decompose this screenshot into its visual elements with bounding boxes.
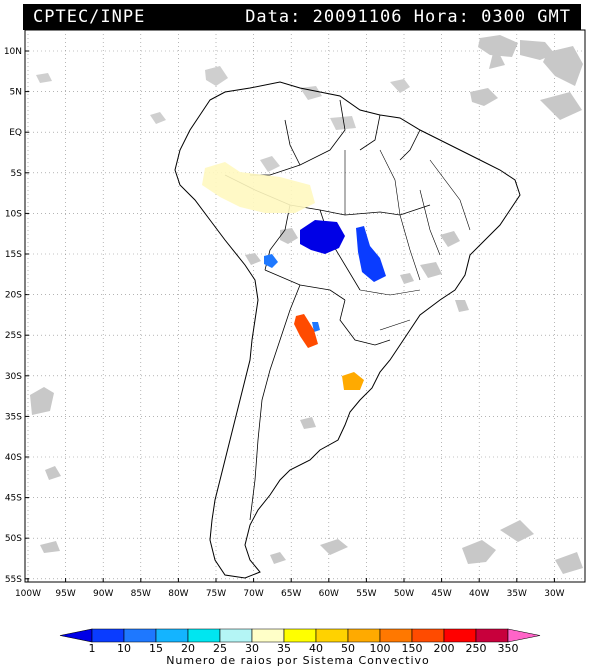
latitude-label: 35S	[5, 412, 22, 422]
color-scale-tick-label: 25	[213, 642, 227, 655]
map-frame	[24, 29, 586, 583]
graticule: 10N 5N EQ 5S 10S 15S 20S 25S 30S 35S 40S 45S 50S 55S 1…	[4, 30, 585, 599]
color-scale-swatch	[123, 628, 157, 643]
latitude-label: 5N	[10, 88, 22, 98]
color-scale-swatch	[507, 628, 541, 643]
color-scale-tick-label: 1	[89, 642, 96, 655]
longitude-label: 100W	[15, 589, 41, 599]
latitude-label: 20S	[5, 291, 22, 301]
latitude-label: 5S	[11, 169, 23, 179]
latitude-label: 40S	[5, 453, 22, 463]
longitude-label: 80W	[168, 589, 188, 599]
cloud-patch	[36, 66, 410, 172]
latitude-label: 10S	[5, 209, 22, 219]
color-scale-swatch	[475, 628, 509, 643]
longitude-label: 65W	[281, 589, 301, 599]
latitude-label: 25S	[5, 331, 22, 341]
system-dark-blue	[300, 220, 345, 254]
color-scale-swatch	[315, 628, 349, 643]
color-scale-tick-label: 150	[402, 642, 423, 655]
color-scale-swatch	[155, 628, 189, 643]
color-scale-tick-label: 350	[498, 642, 519, 655]
color-scale-tick-label: 40	[309, 642, 323, 655]
color-scale-tick-label: 250	[466, 642, 487, 655]
latitude-label: 50S	[5, 534, 22, 544]
color-scale-tick-label: 15	[149, 642, 163, 655]
longitude-label: 85W	[131, 589, 151, 599]
color-scale-tick-label: 50	[341, 642, 355, 655]
color-scale-tick-label: 30	[245, 642, 259, 655]
system-light-blue	[264, 254, 278, 268]
color-scale-swatch	[443, 628, 477, 643]
latitude-label: 45S	[5, 494, 22, 504]
color-scale-tick-label: 200	[434, 642, 455, 655]
longitude-label: 75W	[206, 589, 226, 599]
color-scale-tick-label: 10	[117, 642, 131, 655]
latitude-label: EQ	[9, 128, 22, 138]
institution-label: CPTEC/INPE	[33, 7, 146, 27]
color-scale-tick-label: 100	[370, 642, 391, 655]
longitude-label: 35W	[507, 589, 527, 599]
longitude-label: 70W	[243, 589, 263, 599]
system-blue	[356, 226, 386, 282]
date-time-label: Data: 20091106 Hora: 0300 GMT	[245, 7, 571, 27]
color-scale-swatch	[187, 628, 221, 643]
color-scale-swatch	[251, 628, 285, 643]
longitude-label: 95W	[55, 589, 75, 599]
latitude-label: 30S	[5, 372, 22, 382]
color-scale-swatch	[411, 628, 445, 643]
system-light-yellow	[202, 162, 315, 213]
longitude-label: 45W	[431, 589, 451, 599]
convective-systems	[202, 162, 386, 390]
system-red-orange	[294, 314, 318, 348]
cloud-patch	[30, 387, 583, 574]
longitude-label: 50W	[394, 589, 414, 599]
longitude-label: 55W	[356, 589, 376, 599]
state-borders	[344, 149, 471, 331]
latitude-label: 55S	[5, 575, 22, 585]
longitude-label: 90W	[93, 589, 113, 599]
longitude-label: 40W	[469, 589, 489, 599]
cloud-patch	[470, 35, 583, 120]
latitude-label: 10N	[4, 47, 22, 57]
color-scale-swatch	[59, 628, 93, 643]
color-scale-swatch	[219, 628, 253, 643]
cloud-patch	[245, 228, 469, 312]
color-scale-swatch	[91, 628, 125, 643]
color-scale-swatch	[347, 628, 381, 643]
color-scale-tick-label: 20	[181, 642, 195, 655]
color-scale-swatches	[59, 628, 541, 643]
coastline	[174, 81, 521, 579]
color-scale-tick-label: 35	[277, 642, 291, 655]
system-orange	[342, 372, 364, 390]
country-borders	[224, 99, 431, 521]
color-scale-ticks: 1 10 15 20 25 30 35 40 50 100 150 200 250 350	[89, 642, 519, 655]
south-america-outline	[174, 81, 521, 579]
longitude-label: 30W	[544, 589, 564, 599]
color-scale-swatch	[379, 628, 413, 643]
color-scale-title: Numero de raios por Sistema Convectivo	[166, 654, 430, 667]
color-scale-swatch	[283, 628, 317, 643]
latitude-label: 15S	[5, 250, 22, 260]
title-bar: CPTEC/INPE Data: 20091106 Hora: 0300 GMT	[23, 4, 581, 30]
system-light-blue	[312, 322, 320, 332]
satellite-cloud-cover	[30, 35, 583, 574]
longitude-label: 60W	[319, 589, 339, 599]
